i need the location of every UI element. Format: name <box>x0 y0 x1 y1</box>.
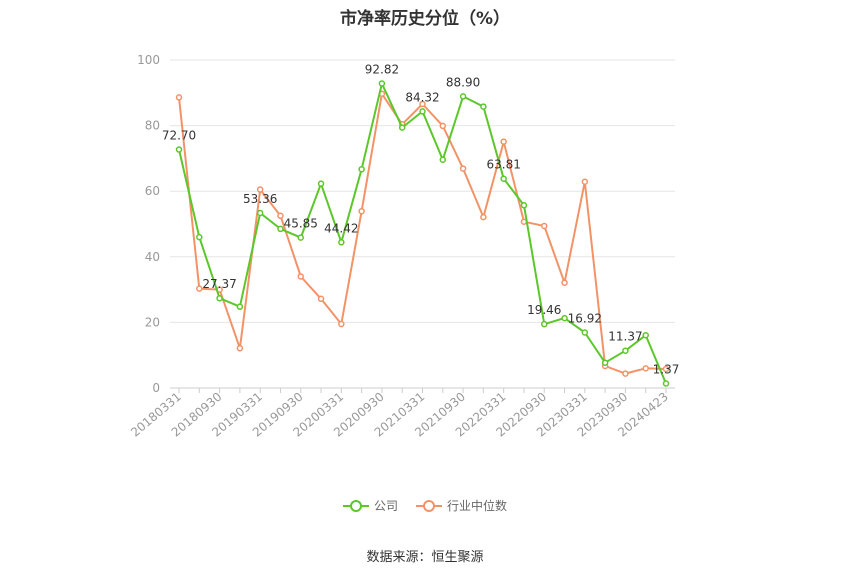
y-tick-label: 20 <box>145 315 160 329</box>
series-line-0 <box>178 82 667 384</box>
data-point <box>622 370 629 377</box>
data-label: 27.37 <box>202 277 236 291</box>
data-point <box>459 93 467 100</box>
data-point <box>520 202 528 209</box>
data-point <box>297 234 304 241</box>
data-point <box>662 380 670 387</box>
data-label: 53.36 <box>243 192 277 206</box>
data-point <box>500 138 507 145</box>
legend: 公司 行业中位数 <box>0 497 850 514</box>
y-tick-label: 0 <box>152 381 160 395</box>
data-point <box>317 180 325 187</box>
data-label: 88.90 <box>446 75 480 89</box>
y-tick-label: 80 <box>145 119 160 133</box>
data-label: 45.85 <box>284 217 318 231</box>
data-point <box>216 294 223 302</box>
data-point <box>581 178 589 185</box>
data-point <box>480 213 487 221</box>
x-axis: 2018033120180930201903312019093020200331… <box>128 388 671 440</box>
data-label: 84.32 <box>405 90 439 104</box>
data-point <box>358 165 365 173</box>
legend-swatch-company <box>342 499 369 513</box>
data-point <box>439 156 447 163</box>
data-point <box>256 186 264 193</box>
data-source-note: 数据来源：恒生聚源 <box>366 550 484 565</box>
data-point <box>642 331 649 339</box>
data-point <box>642 365 649 372</box>
legend-swatch-industry-median <box>416 499 442 513</box>
data-label: 1.37 <box>653 363 680 377</box>
y-tick-label: 100 <box>137 53 160 67</box>
data-point <box>561 314 568 322</box>
legend-item-industry-median[interactable]: 行业中位数 <box>416 497 507 514</box>
data-point <box>581 329 589 336</box>
data-point <box>419 108 426 115</box>
data-point <box>500 175 507 182</box>
data-point <box>196 233 203 241</box>
series-line-1 <box>178 92 667 375</box>
data-point <box>277 225 284 233</box>
data-point <box>459 165 467 172</box>
data-point <box>338 239 345 246</box>
data-point <box>175 94 183 101</box>
data-label: 11.37 <box>608 330 642 344</box>
data-point <box>419 100 426 108</box>
data-label: 44.42 <box>324 221 358 235</box>
data-point <box>297 273 304 280</box>
data-label: 16.92 <box>568 312 602 326</box>
data-label: 19.46 <box>527 303 561 317</box>
data-point <box>236 345 244 352</box>
data-point <box>277 212 284 220</box>
legend-item-company[interactable]: 公司 <box>342 497 398 514</box>
data-point <box>338 320 345 328</box>
data-point <box>236 303 244 310</box>
data-point <box>175 146 183 153</box>
chart-title: 市净率历史分位（%） <box>339 9 511 29</box>
legend-label-industry-median: 行业中位数 <box>447 499 508 513</box>
data-point <box>541 320 548 328</box>
data-point <box>541 222 548 230</box>
data-point <box>662 365 670 373</box>
y-axis: 0 20 40 60 80 100 <box>137 53 160 395</box>
data-point <box>439 122 447 130</box>
data-point <box>378 80 386 87</box>
data-point <box>480 103 487 110</box>
data-point <box>601 359 609 366</box>
data-label: 72.70 <box>162 129 196 143</box>
y-tick-label: 40 <box>145 250 160 264</box>
data-point <box>398 124 406 131</box>
data-label: 63.81 <box>486 158 520 172</box>
legend-label-company: 公司 <box>373 499 398 513</box>
data-label: 92.82 <box>365 63 399 77</box>
data-point <box>196 285 203 292</box>
data-point <box>622 347 629 354</box>
y-tick-label: 60 <box>145 184 160 198</box>
series-lines <box>175 80 670 387</box>
data-labels: 72.70 27.37 53.36 45.85 44.42 92.82 84.32 88.90… <box>162 63 680 377</box>
data-point <box>561 279 568 286</box>
data-point <box>256 209 264 217</box>
data-point <box>358 207 365 215</box>
data-point <box>317 295 325 303</box>
